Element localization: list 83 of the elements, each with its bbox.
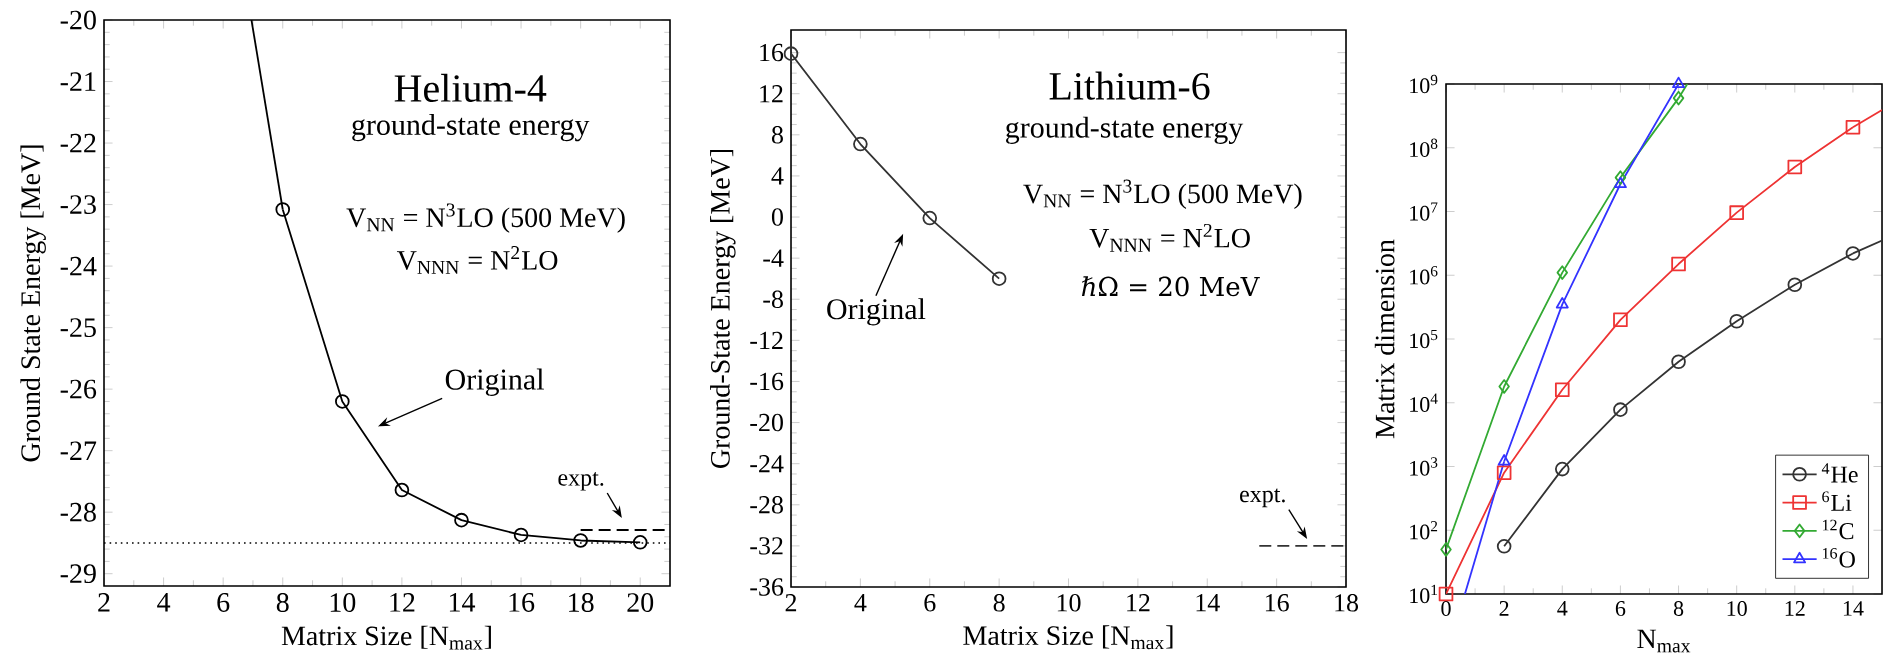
x-tick-label: 8 — [993, 594, 1005, 612]
x-tick-label: 6 — [217, 593, 230, 612]
x-tick-label: 2 — [1499, 601, 1509, 616]
annotation: V$_{NN}$ = N$^{3}$LO (500 MeV) — [1023, 179, 1302, 209]
x-tick-label: 12 — [1127, 594, 1150, 612]
y-tick-label: 0 — [771, 208, 783, 226]
y-tick-label: 10$^{8}$ — [1410, 138, 1438, 157]
y-axis-title: Ground-State Energy [MeV] — [710, 149, 736, 469]
y-tick-label: -25 — [60, 318, 96, 338]
x-tick-label: 14 — [1843, 601, 1864, 616]
legend-label: $^{4}$He — [1821, 463, 1858, 483]
annotation: Original — [445, 368, 544, 396]
y-tick-label: 10$^{7}$ — [1410, 202, 1438, 221]
y-tick-label: 10$^{4}$ — [1410, 393, 1438, 412]
y-tick-label: -23 — [60, 195, 96, 214]
x-tick-label: 18 — [569, 593, 594, 612]
text: ground-state energy — [1006, 116, 1244, 144]
y-tick-label: 10$^{2}$ — [1410, 521, 1438, 540]
y-tick-label: -20 — [750, 413, 783, 432]
x-axis-title: N$_{max}$ — [1637, 629, 1691, 653]
y-tick-label: -27 — [60, 441, 97, 460]
legend-label: $^{12}$C — [1822, 519, 1854, 540]
y-tick-label: -29 — [60, 564, 96, 584]
y-tick-label: 10$^{9}$ — [1410, 74, 1438, 94]
x-tick-label: 12 — [390, 593, 415, 612]
y-tick-label: 4 — [771, 167, 784, 185]
y-tick-label: -12 — [750, 331, 783, 349]
x-tick-label: 6 — [1615, 601, 1626, 616]
x-tick-label: 10 — [1057, 594, 1081, 612]
y-tick-label: 12 — [760, 85, 783, 103]
annotation: V$_{NN}$ = N$^{3}$LO (500 MeV) — [346, 203, 625, 233]
annotation: V$_{NNN}$ = N$^{2}$LO — [1089, 223, 1250, 252]
x-axis-title: Matrix Size [N$_{max}$] — [281, 625, 491, 650]
x-tick-label: 18 — [1335, 594, 1359, 612]
x-tick-label: 2 — [785, 594, 797, 612]
x-tick-label: 12 — [1785, 601, 1805, 616]
x-tick-label: 14 — [449, 593, 476, 612]
y-tick-label: 10$^{1}$ — [1410, 584, 1438, 604]
y-tick-label: -26 — [60, 379, 97, 399]
x-tick-label: 6 — [924, 594, 936, 612]
y-tick-label: 16 — [760, 43, 784, 62]
annotation: expt. — [1240, 488, 1285, 508]
x-tick-label: 10 — [330, 593, 356, 612]
y-tick-label: -28 — [750, 496, 783, 514]
y-axis-title: Ground State Energy [MeV] — [20, 145, 46, 462]
annotation: ℏΩ = 20 MeV — [1081, 276, 1260, 297]
annotation: V$_{NNN}$ = N$^{2}$LO — [396, 246, 558, 274]
y-tick-label: -24 — [60, 256, 97, 276]
y-tick-label: 8 — [771, 126, 783, 144]
y-tick-label: -22 — [60, 133, 96, 153]
x-tick-label: 2 — [98, 593, 110, 612]
y-tick-label: -28 — [60, 502, 96, 522]
x-tick-label: 16 — [1265, 594, 1289, 612]
y-tick-label: 10$^{5}$ — [1410, 329, 1438, 349]
x-tick-label: 0 — [1441, 601, 1451, 616]
x-tick-label: 8 — [276, 593, 289, 612]
x-tick-label: 8 — [1673, 601, 1684, 616]
y-tick-label: 10$^{3}$ — [1410, 457, 1438, 476]
y-axis-title: Matrix dimension — [1374, 239, 1395, 439]
x-tick-label: 4 — [1557, 601, 1568, 616]
legend-label: $^{16}$O — [1822, 547, 1855, 568]
text: Helium-4 — [394, 73, 547, 102]
annotation: expt. — [558, 471, 604, 491]
y-tick-label: -4 — [763, 249, 784, 267]
y-tick-label: -32 — [750, 537, 783, 555]
y-tick-label: -16 — [750, 372, 784, 391]
x-tick-label: 10 — [1727, 601, 1747, 616]
y-tick-label: -24 — [750, 455, 784, 473]
x-tick-label: 4 — [854, 594, 867, 612]
legend-label: $^{6}$Li — [1822, 491, 1852, 511]
y-tick-label: 10$^{6}$ — [1410, 266, 1438, 285]
x-axis-title: Matrix Size [N$_{max}$] — [963, 625, 1173, 650]
annotation: Original — [827, 298, 926, 326]
x-tick-label: 14 — [1196, 594, 1220, 612]
y-tick-label: -20 — [60, 10, 96, 30]
y-tick-label: -21 — [60, 72, 96, 91]
x-tick-label: 4 — [157, 593, 171, 612]
text: ground-state energy — [352, 113, 590, 142]
x-tick-label: 20 — [627, 593, 654, 612]
text: Lithium-6 — [1049, 71, 1210, 100]
x-tick-label: 16 — [509, 593, 535, 612]
y-tick-label: -8 — [763, 290, 783, 309]
y-tick-label: -36 — [750, 578, 784, 596]
